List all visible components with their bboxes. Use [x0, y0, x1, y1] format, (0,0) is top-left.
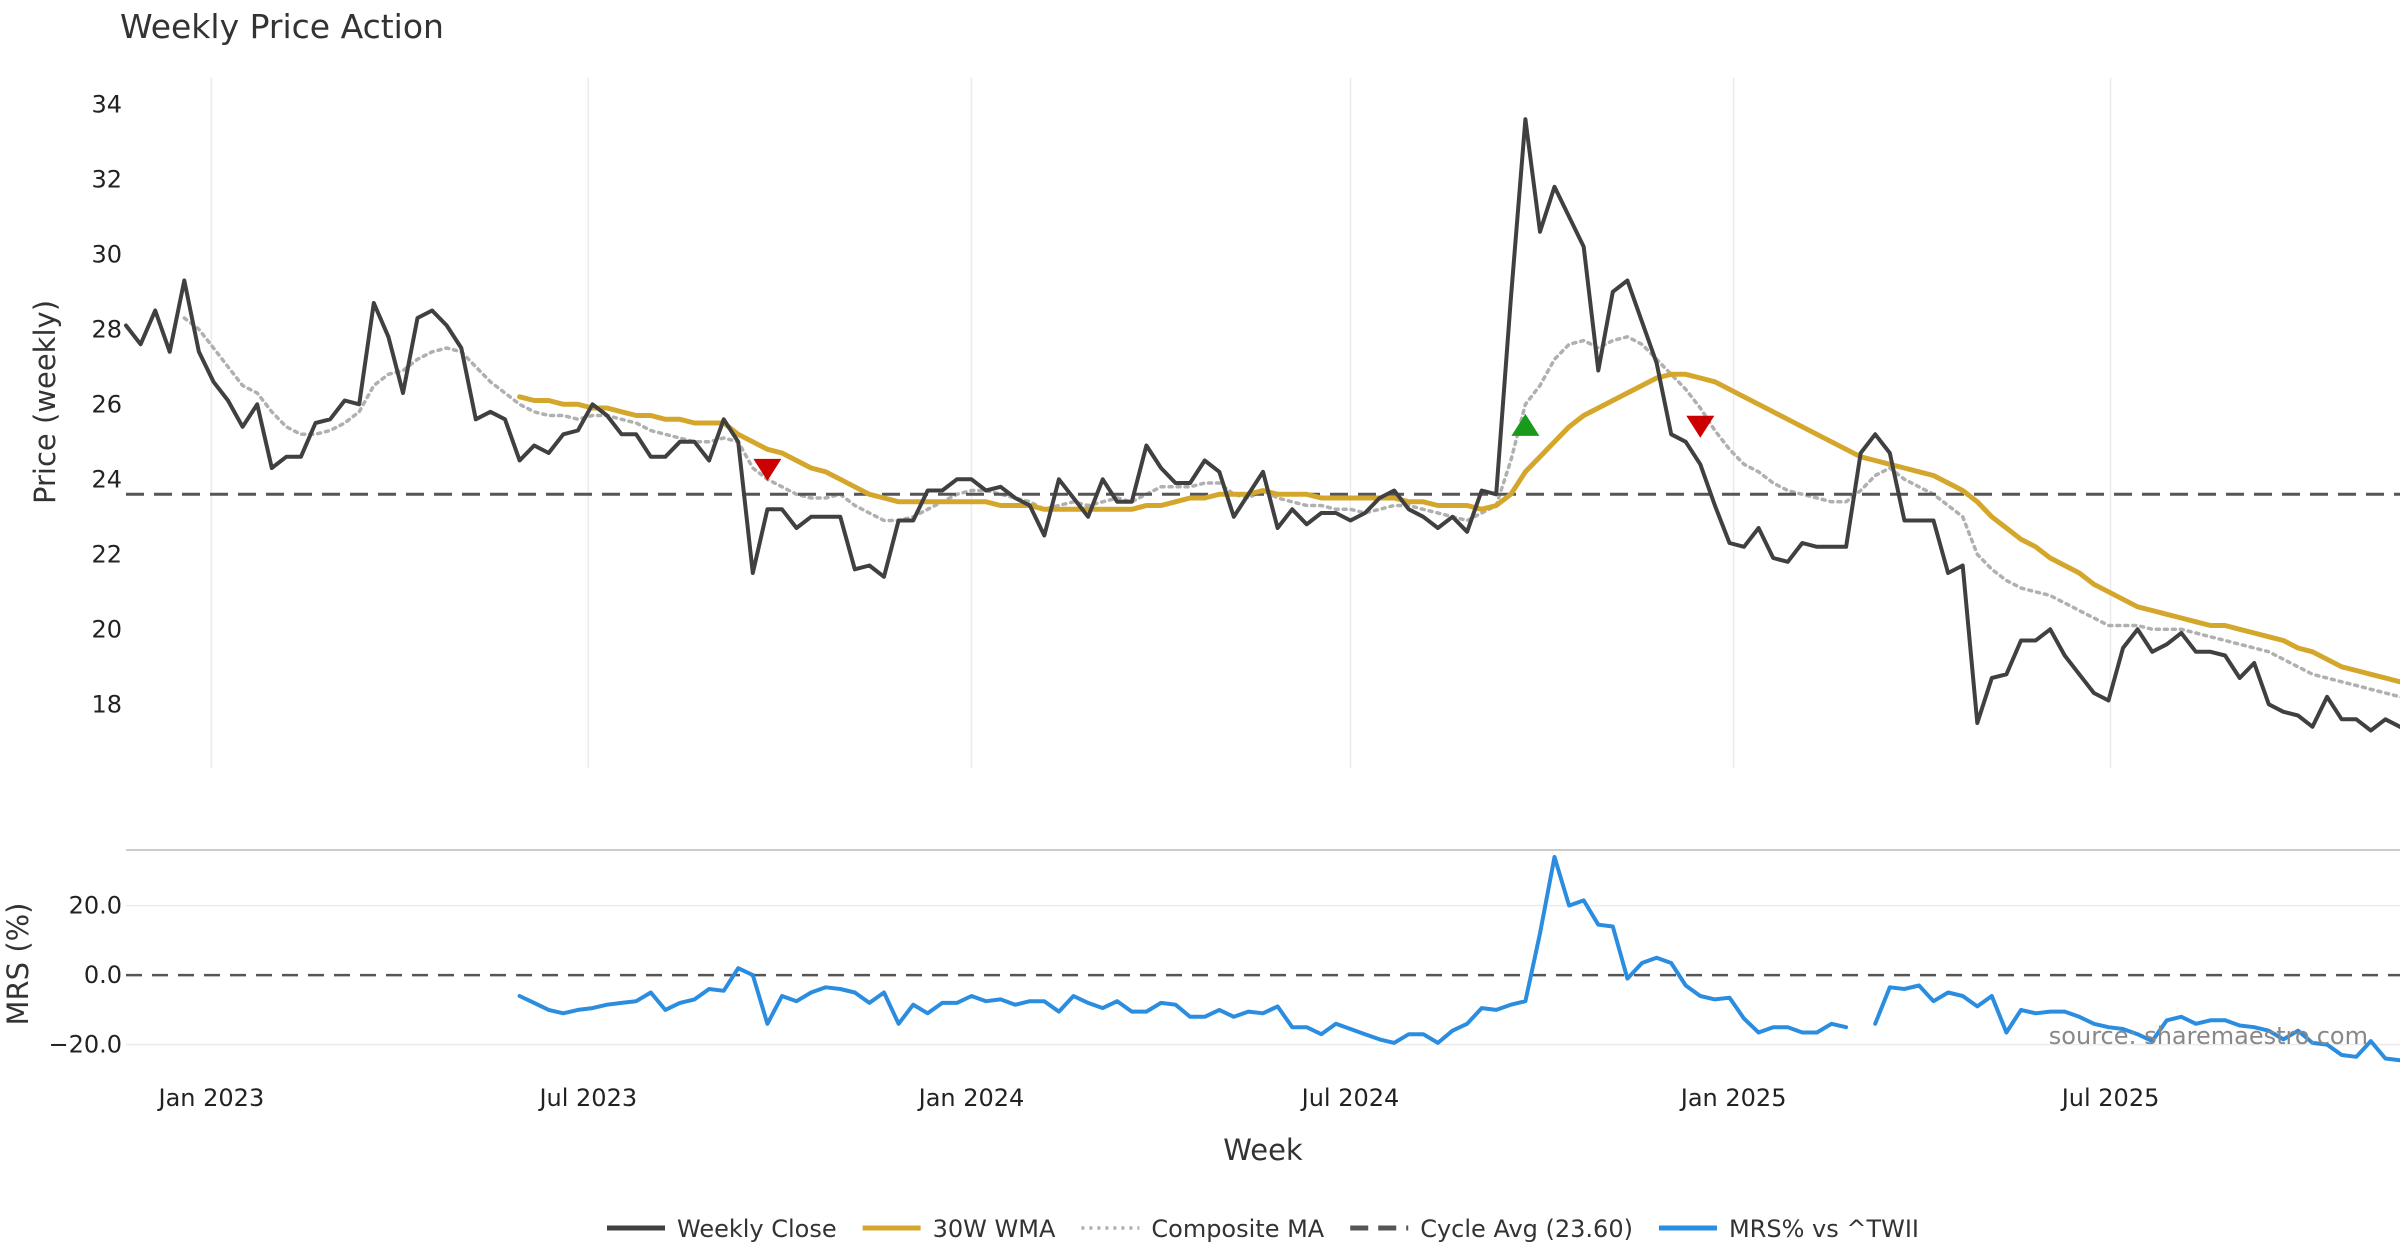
- price-y-ticks: 18 20 22 24 26 28 30 32 34: [91, 90, 122, 718]
- price-y-axis-label: Price (weekly): [28, 300, 62, 504]
- mrs-y-ticks: 20.0 0.0 −20.0: [48, 892, 122, 1059]
- legend-label: Weekly Close: [677, 1215, 837, 1243]
- legend: Weekly Close 30W WMA Composite MA Cycle Avg…: [607, 1215, 1919, 1243]
- series-weekly-close: [124, 117, 2400, 733]
- x-tick-label: Jul 2024: [1300, 1084, 1400, 1112]
- sell-signal-marker: [1686, 415, 1715, 438]
- mrs-y-tick-label: 20.0: [69, 892, 122, 920]
- buy-signal-marker: [1511, 413, 1540, 436]
- series-30w-wma: [517, 371, 2400, 685]
- price-y-tick-label: 26: [91, 390, 122, 418]
- series-mrs-vs-twii: [517, 855, 2400, 1063]
- legend-entry-weekly-close: Weekly Close: [607, 1215, 837, 1243]
- legend-label: Cycle Avg (23.60): [1420, 1215, 1633, 1243]
- x-axis-label: Week: [1223, 1133, 1303, 1167]
- legend-label: Composite MA: [1151, 1215, 1324, 1243]
- price-y-tick-label: 22: [91, 540, 122, 568]
- legend-label: MRS% vs ^TWII: [1729, 1215, 1919, 1243]
- legend-label: 30W WMA: [933, 1215, 1056, 1243]
- x-tick-label: Jan 2024: [917, 1084, 1025, 1112]
- legend-entry-cycle-avg-23-60: Cycle Avg (23.60): [1350, 1215, 1633, 1243]
- mrs-y-tick-label: −20.0: [48, 1031, 122, 1059]
- mrs-grid: [126, 904, 2400, 1046]
- x-tick-label: Jul 2025: [2060, 1084, 2160, 1112]
- price-y-tick-label: 24: [91, 465, 122, 493]
- signal-markers: [753, 413, 1715, 481]
- price-y-tick-label: 32: [91, 165, 122, 193]
- legend-entry-30w-wma: 30W WMA: [862, 1215, 1056, 1243]
- source-note: source: sharemaestro.com: [2049, 1022, 2368, 1050]
- x-tick-label: Jul 2023: [537, 1084, 637, 1112]
- mrs-y-axis-label: MRS (%): [1, 903, 35, 1026]
- price-series-group: [124, 117, 2400, 733]
- price-y-tick-label: 30: [91, 240, 122, 268]
- x-ticks: Jan 2023 Jul 2023 Jan 2024 Jul 2024 Jan 2025…: [157, 1084, 2160, 1112]
- price-y-tick-label: 18: [91, 690, 122, 718]
- price-y-tick-label: 34: [91, 90, 122, 118]
- legend-entry-composite-ma: Composite MA: [1081, 1215, 1325, 1243]
- price-y-tick-label: 28: [91, 315, 122, 343]
- x-tick-label: Jan 2025: [1679, 1084, 1787, 1112]
- sell-signal-marker: [753, 458, 782, 481]
- chart-title: Weekly Price Action: [120, 7, 444, 46]
- series-composite-ma: [182, 316, 2400, 699]
- mrs-series-group: [517, 855, 2400, 1063]
- price-y-tick-label: 20: [91, 615, 122, 643]
- price-grid: [210, 78, 2112, 768]
- legend-entry-mrs-vs-twii: MRS% vs ^TWII: [1658, 1215, 1919, 1243]
- x-tick-label: Jan 2023: [157, 1084, 265, 1112]
- mrs-y-tick-label: 0.0: [84, 961, 122, 989]
